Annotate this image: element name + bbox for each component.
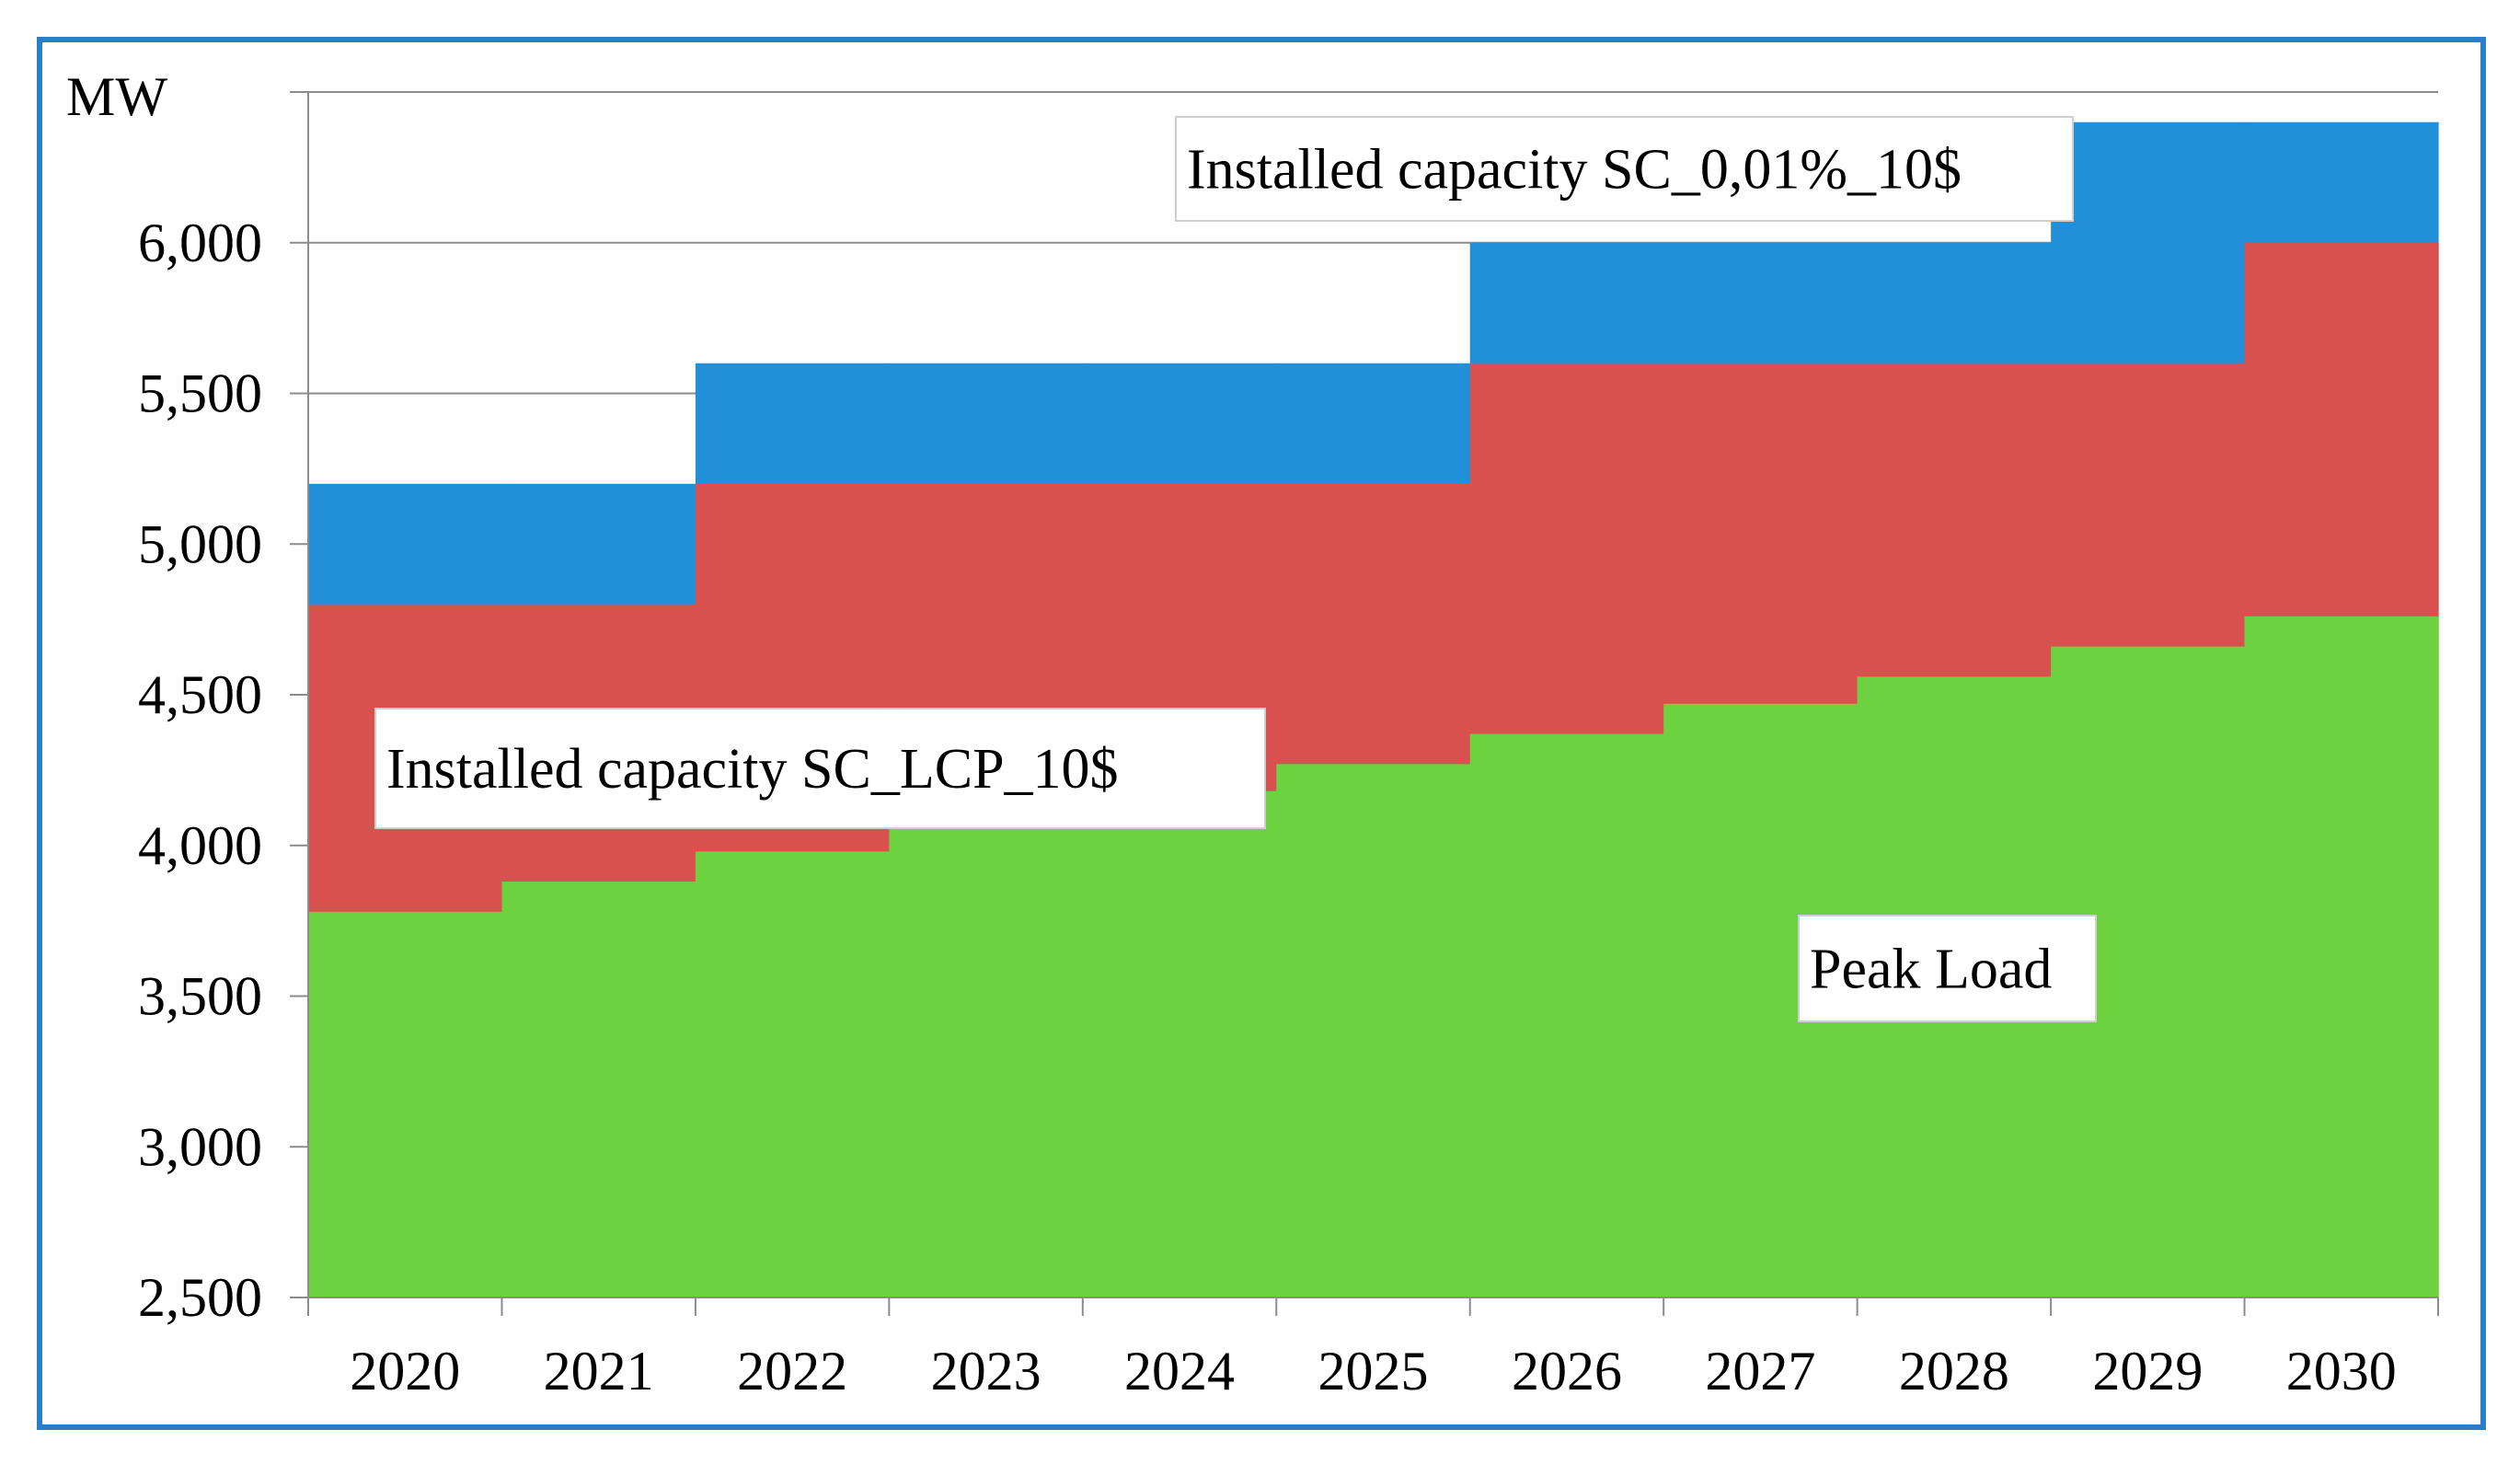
label-layer: 2,500 3,000 3,500 4,000 4,500 5,000 5,500 6,000… [66, 66, 2397, 1401]
annotation-installed-capacity-sc-lcp-10: Installed capacity SC_LCP_10$ [374, 708, 1266, 829]
bar-peak-load-2020 [308, 911, 503, 1297]
x-tick-label-2020: 2020 [350, 1341, 460, 1401]
x-tick-label-2024: 2024 [1124, 1341, 1235, 1401]
y-tick-label-2500: 2,500 [138, 1267, 262, 1328]
annotation-peak-load: Peak Load [1798, 915, 2097, 1022]
y-axis-unit-label: MW [66, 66, 167, 127]
annotation-installed-capacity-sc-0-01-10: Installed capacity SC_0,01%_10$ [1175, 116, 2074, 222]
y-tick-label-3000: 3,000 [138, 1116, 262, 1177]
bar-peak-load-2023 [889, 821, 1084, 1297]
bar-peak-load-2024 [1082, 790, 1277, 1297]
axis-layer [290, 92, 2439, 1316]
y-tick-label-5500: 5,500 [138, 363, 262, 424]
series-layer [308, 121, 2439, 1297]
x-tick-label-2023: 2023 [931, 1341, 1041, 1401]
y-tick-label-4000: 4,000 [138, 815, 262, 876]
annotation-box-peak-load [1798, 915, 2097, 1022]
x-tick-label-2026: 2026 [1512, 1341, 1622, 1401]
annotation-text-installed-capacity-sc-0-01-10: Installed capacity SC_0,01%_10$ [1187, 139, 1962, 202]
bar-peak-load-2022 [695, 851, 890, 1297]
y-tick-label-3500: 3,500 [138, 966, 262, 1027]
bar-peak-load-2030 [2244, 616, 2439, 1297]
annotation-text-peak-load: Peak Load [1810, 939, 2052, 1001]
x-tick-label-2021: 2021 [544, 1341, 654, 1401]
annotation-box-installed-capacity-sc-lcp-10 [374, 708, 1266, 829]
annotation-text-installed-capacity-sc-lcp-10: Installed capacity SC_LCP_10$ [386, 738, 1119, 801]
annotation-box-installed-capacity-sc-0-01-10 [1175, 116, 2074, 222]
y-tick-label-6000: 6,000 [138, 213, 262, 273]
x-tick-label-2030: 2030 [2286, 1341, 2397, 1401]
x-tick-label-2022: 2022 [737, 1341, 847, 1401]
y-tick-label-4500: 4,500 [138, 664, 262, 725]
x-tick-label-2025: 2025 [1318, 1341, 1429, 1401]
y-tick-label-5000: 5,000 [138, 513, 262, 574]
bar-peak-load-2021 [501, 882, 696, 1297]
x-tick-label-2027: 2027 [1705, 1341, 1815, 1401]
annot-layer: Installed capacity SC_0,01%_10$ Installed… [374, 116, 2097, 1022]
x-tick-label-2028: 2028 [1899, 1341, 2009, 1401]
bar-peak-load-2025 [1276, 764, 1471, 1297]
bar-peak-load-2026 [1469, 733, 1664, 1297]
x-tick-label-2029: 2029 [2092, 1341, 2203, 1401]
